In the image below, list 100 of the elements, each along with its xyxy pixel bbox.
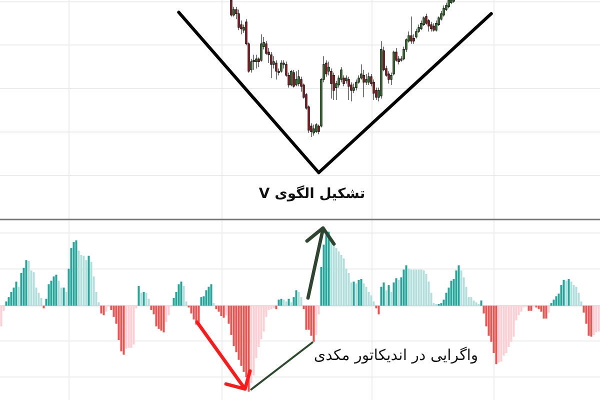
candlestick [450, 0, 452, 4]
bar [338, 252, 340, 306]
bar [210, 284, 212, 306]
bar [472, 300, 475, 306]
bar [120, 306, 122, 352]
bar [325, 235, 328, 306]
bar [5, 301, 8, 306]
bar [48, 284, 50, 306]
bar [402, 270, 405, 306]
bar [552, 300, 555, 306]
bar [555, 296, 558, 306]
bar [378, 306, 380, 314]
bar [15, 282, 18, 306]
bar [412, 270, 415, 306]
bar [62, 288, 65, 306]
bar [225, 306, 228, 316]
candlestick [255, 54, 258, 69]
candlestick [312, 124, 315, 136]
candlestick [280, 60, 282, 73]
bar [85, 260, 88, 306]
bar [145, 292, 148, 306]
candlestick [355, 79, 358, 91]
candlestick [432, 22, 435, 32]
bar [288, 298, 290, 306]
bar [568, 279, 570, 306]
bar [32, 272, 35, 306]
bar [72, 242, 75, 306]
bar [418, 270, 420, 306]
bar [315, 306, 318, 335]
bar [215, 306, 218, 310]
bar [495, 306, 498, 364]
bar [332, 244, 335, 306]
candlestick [420, 20, 422, 30]
bar [408, 268, 410, 306]
bar [125, 306, 128, 349]
bar [78, 250, 80, 306]
bar [358, 280, 360, 306]
bar [90, 262, 92, 306]
bar [212, 303, 215, 306]
candlestick [252, 54, 255, 70]
bar [142, 292, 145, 306]
bar [178, 284, 180, 306]
bar [498, 306, 500, 362]
bar [385, 290, 388, 306]
bar [355, 283, 358, 306]
bar [405, 265, 408, 306]
bar [328, 232, 330, 306]
bar [538, 306, 540, 310]
bar [100, 306, 102, 314]
bar [422, 270, 425, 306]
candlestick [270, 52, 272, 78]
bar [155, 306, 158, 326]
candlestick [238, 9, 240, 30]
annotation: واگرایی در اندیکاتور مکدی [314, 346, 478, 364]
bar [520, 306, 522, 312]
candlestick [295, 70, 298, 87]
bar [415, 270, 418, 306]
bar [18, 286, 20, 306]
bar [425, 274, 428, 306]
bar [360, 279, 362, 306]
bar [55, 274, 58, 306]
bar [42, 306, 45, 308]
bar [410, 270, 412, 306]
bar [370, 295, 372, 306]
bar [50, 280, 52, 306]
bar [132, 306, 135, 344]
bar [340, 254, 342, 306]
candlestick [315, 123, 318, 134]
bar [305, 306, 308, 330]
bar [52, 276, 55, 306]
bar [550, 303, 552, 306]
bar [75, 240, 78, 306]
bar [160, 306, 162, 331]
bar [28, 260, 30, 306]
bar [545, 306, 548, 319]
bar [222, 306, 225, 318]
bar [572, 285, 575, 306]
bar [25, 260, 28, 306]
bar [395, 278, 398, 306]
bar [342, 258, 345, 306]
bar [548, 306, 550, 313]
bar [122, 306, 125, 355]
bar [10, 292, 12, 306]
bar [590, 306, 592, 337]
bar [88, 256, 90, 306]
bar [220, 306, 222, 316]
bar [362, 283, 365, 306]
bar [530, 306, 532, 311]
bar [285, 301, 288, 306]
text: تشکیل الگوی V [258, 185, 366, 202]
candlestick [368, 72, 370, 86]
bar [458, 265, 460, 306]
bar [562, 280, 565, 306]
bar [65, 292, 68, 306]
bar [282, 300, 285, 306]
bar [298, 292, 300, 306]
candlestick [332, 72, 335, 100]
bar [388, 285, 390, 306]
bar [158, 306, 160, 329]
candlestick [430, 22, 432, 32]
